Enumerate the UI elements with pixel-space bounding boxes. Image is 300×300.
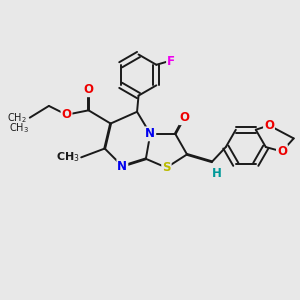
Text: O: O <box>179 111 189 124</box>
Text: N: N <box>117 160 128 173</box>
Text: CH$_3$: CH$_3$ <box>9 121 29 135</box>
Text: O: O <box>277 145 287 158</box>
Text: S: S <box>162 161 171 174</box>
Text: O: O <box>84 83 94 96</box>
Text: N: N <box>145 127 155 140</box>
Text: CH$_3$: CH$_3$ <box>56 150 80 164</box>
Text: F: F <box>167 55 175 68</box>
Text: O: O <box>264 119 274 132</box>
Text: O: O <box>61 108 71 121</box>
Text: CH$_2$: CH$_2$ <box>7 111 27 124</box>
Text: H: H <box>212 167 221 180</box>
